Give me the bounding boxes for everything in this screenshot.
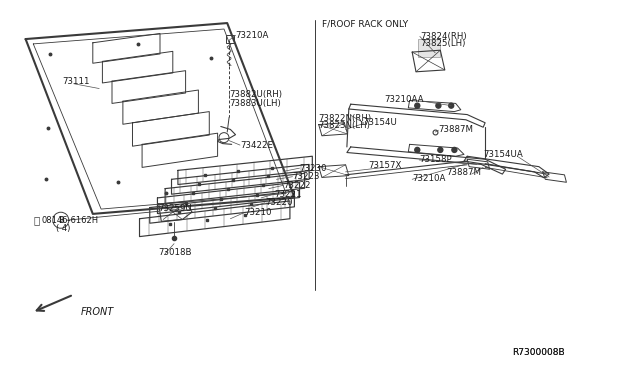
Text: 73887M: 73887M (446, 169, 481, 177)
Text: R7300008B: R7300008B (512, 348, 564, 357)
Text: 73882U(RH): 73882U(RH) (229, 90, 282, 99)
Text: 73221: 73221 (274, 190, 301, 199)
Text: F/ROOF RACK ONLY: F/ROOF RACK ONLY (322, 20, 408, 29)
Text: 73223: 73223 (292, 172, 320, 181)
Circle shape (436, 103, 441, 108)
Text: 73210: 73210 (244, 208, 271, 217)
Text: R7300008B: R7300008B (512, 348, 564, 357)
Circle shape (415, 147, 420, 153)
Text: 73210A: 73210A (412, 174, 445, 183)
Text: 73154U: 73154U (364, 118, 397, 127)
Text: 73220: 73220 (265, 198, 292, 207)
Text: FRONT: FRONT (81, 308, 114, 317)
Circle shape (452, 147, 457, 153)
Text: B: B (58, 216, 63, 225)
Bar (226, 35, 234, 43)
Circle shape (449, 103, 454, 108)
Text: 73823N(LH): 73823N(LH) (318, 121, 370, 130)
Text: 73210AA: 73210AA (384, 95, 424, 104)
Text: 73883U(LH): 73883U(LH) (229, 99, 281, 108)
Text: 73259U: 73259U (159, 204, 193, 213)
Circle shape (415, 103, 420, 108)
Text: 08146-6162H: 08146-6162H (42, 216, 99, 225)
Text: 73018B: 73018B (159, 248, 192, 257)
Text: 73824(RH): 73824(RH) (420, 32, 467, 41)
Bar (418, 39, 440, 57)
Text: 73230: 73230 (300, 164, 327, 173)
Text: 73887M: 73887M (438, 125, 474, 134)
Text: ( 4): ( 4) (56, 224, 70, 233)
Text: 73157X: 73157X (369, 161, 402, 170)
Text: Ⓑ: Ⓑ (33, 215, 40, 225)
Text: 73210A: 73210A (236, 31, 269, 40)
Text: 73422E: 73422E (240, 141, 273, 150)
Text: 73222: 73222 (284, 181, 311, 190)
Circle shape (438, 147, 443, 153)
Text: 73111: 73111 (62, 77, 90, 86)
Text: 73158P: 73158P (419, 155, 452, 164)
Text: 73822N(RH): 73822N(RH) (318, 114, 371, 123)
Text: 73825(LH): 73825(LH) (420, 39, 465, 48)
Text: 73154UA: 73154UA (483, 150, 523, 159)
